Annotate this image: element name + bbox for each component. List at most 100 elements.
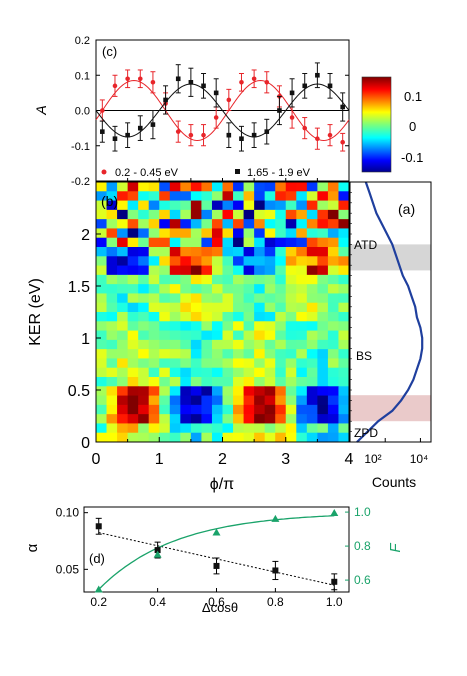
heatmap-cell — [180, 182, 192, 192]
heatmap-cell — [285, 247, 297, 257]
panel-a: (a) ATD BS ZPD 10² 10⁴ Counts — [349, 181, 432, 490]
heatmap-cell — [275, 339, 287, 350]
heatmap-cell — [285, 274, 297, 285]
heatmap-cell — [106, 247, 118, 257]
y2-tick-label: 0.6 — [354, 573, 371, 587]
heatmap-cell — [222, 321, 234, 331]
heatmap-cell — [201, 228, 213, 239]
heatmap-cell — [338, 247, 350, 257]
heatmap-cell — [127, 209, 139, 220]
heatmap-cell — [190, 247, 202, 257]
heatmap-cell — [180, 321, 192, 331]
data-point — [264, 80, 270, 85]
heatmap-cell — [201, 256, 213, 266]
heatmap-cell — [264, 377, 276, 387]
heatmap-cell — [180, 432, 192, 443]
heatmap-cell — [106, 414, 118, 424]
heatmap-cell — [127, 256, 139, 266]
counts-tick-1e4: 10⁴ — [410, 452, 429, 466]
heatmap-cell — [327, 200, 339, 211]
heatmap-cell — [327, 191, 339, 201]
heatmap-cell — [96, 265, 107, 276]
x-tick-label: 4 — [345, 451, 354, 468]
heatmap-cell — [285, 219, 297, 229]
heatmap-cell — [254, 237, 266, 248]
heatmap-cell — [127, 423, 139, 434]
heatmap-cell — [127, 377, 139, 387]
heatmap-cell — [127, 284, 139, 294]
heatmap-cell — [327, 321, 339, 331]
heatmap-cell — [275, 404, 287, 415]
panel-d-content: 0.2 0.4 0.6 0.8 1.0 0.05 0.10 0.6 0.8 1.0 — [56, 505, 371, 609]
heatmap-cell — [243, 330, 255, 341]
heatmap-cell — [254, 395, 266, 406]
heatmap-cell — [169, 182, 181, 192]
heatmap-cell — [264, 219, 276, 229]
data-point — [315, 72, 320, 78]
y-tick-label: 0.2 — [75, 35, 90, 47]
heatmap-cell — [222, 339, 234, 350]
heatmap-cell — [306, 274, 318, 285]
colorbar: 0.1 0 -0.1 — [361, 76, 423, 173]
heatmap-cell — [264, 358, 276, 369]
f-point — [271, 514, 280, 522]
heatmap-cell — [201, 182, 213, 192]
colorbar-tick-top: 0.1 — [404, 89, 422, 104]
heatmap-cell — [169, 200, 181, 211]
heatmap-cell — [233, 247, 244, 257]
heatmap-cell — [169, 247, 181, 257]
heatmap-cell — [233, 200, 244, 211]
band-0 — [350, 244, 431, 271]
heatmap-cell — [138, 423, 150, 434]
heatmap-cell — [306, 330, 318, 341]
heatmap-cell — [117, 237, 129, 248]
heatmap-cell — [138, 404, 150, 415]
heatmap-cell — [327, 219, 339, 229]
heatmap-cell — [296, 247, 308, 257]
data-point — [201, 83, 206, 89]
heatmap-cell — [264, 423, 276, 434]
f-point — [330, 508, 339, 516]
heatmap-cell — [254, 219, 266, 229]
heatmap-cell — [296, 284, 308, 294]
heatmap-cell — [201, 237, 213, 248]
heatmap-cell — [264, 293, 276, 304]
heatmap-cell — [138, 349, 150, 359]
heatmap-cell — [180, 302, 192, 313]
heatmap-cell — [148, 414, 160, 424]
heatmap-cell — [190, 367, 202, 378]
heatmap-cell — [264, 191, 276, 201]
heatmap-cell — [327, 414, 339, 424]
heatmap-cell — [254, 293, 266, 304]
panel-c-legend: 0.2 - 0.45 eV 1.65 - 1.9 eV — [101, 167, 311, 179]
heatmap-cell — [138, 247, 150, 257]
heatmap-cell — [138, 265, 150, 276]
heatmap-cell — [201, 395, 213, 406]
data-point — [340, 139, 345, 145]
heatmap-cell — [117, 423, 129, 434]
heatmap-cell — [106, 321, 118, 331]
data-point — [213, 90, 219, 96]
heatmap-cell — [233, 265, 244, 276]
heatmap-cell — [106, 377, 118, 387]
heatmap-cell — [190, 358, 202, 369]
heatmap-cell — [327, 432, 339, 443]
heatmap-cell — [296, 367, 308, 378]
heatmap-cell — [233, 414, 244, 424]
heatmap-cell — [233, 182, 244, 192]
heatmap-cell — [148, 256, 160, 266]
heatmap-cell — [285, 321, 297, 331]
heatmap-cell — [117, 330, 129, 341]
heatmap-cell — [254, 349, 266, 359]
heatmap-cell — [106, 367, 118, 378]
heatmap-cell — [117, 312, 129, 322]
heatmap-cell — [233, 256, 244, 266]
heatmap-cell — [211, 219, 223, 229]
heatmap-cell — [190, 330, 202, 341]
heatmap-cell — [138, 191, 150, 201]
heatmap-cell — [117, 209, 129, 220]
heatmap-cell — [296, 302, 308, 313]
heatmap-cell — [211, 423, 223, 434]
x-tick-label: 0.4 — [149, 595, 166, 609]
heatmap-cell — [264, 182, 276, 192]
